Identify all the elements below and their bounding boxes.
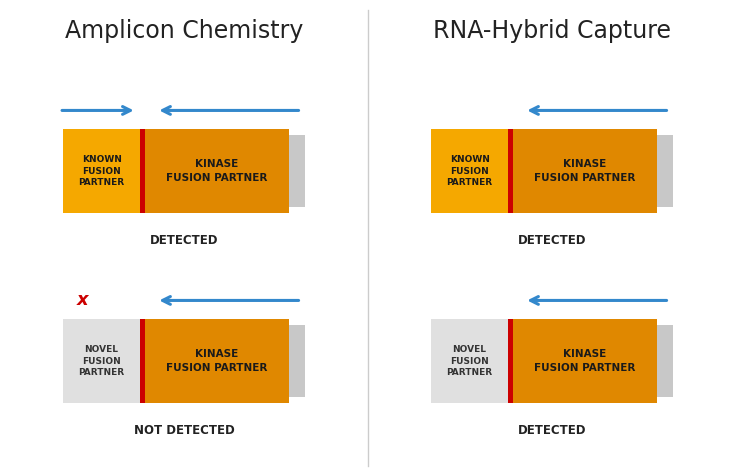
Bar xyxy=(514,129,657,213)
Bar xyxy=(146,129,289,213)
Bar xyxy=(431,129,508,213)
Bar xyxy=(63,319,140,403)
Text: DETECTED: DETECTED xyxy=(517,234,587,247)
Text: x: x xyxy=(77,292,88,309)
Bar xyxy=(140,129,146,213)
Text: KINASE
FUSION PARTNER: KINASE FUSION PARTNER xyxy=(166,350,268,372)
Bar xyxy=(289,135,305,207)
Bar xyxy=(146,319,289,403)
Text: Amplicon Chemistry: Amplicon Chemistry xyxy=(65,19,303,43)
Text: KINASE
FUSION PARTNER: KINASE FUSION PARTNER xyxy=(166,160,268,182)
Text: KINASE
FUSION PARTNER: KINASE FUSION PARTNER xyxy=(534,160,636,182)
Bar xyxy=(63,129,140,213)
Text: NOT DETECTED: NOT DETECTED xyxy=(134,424,234,437)
Text: DETECTED: DETECTED xyxy=(149,234,219,247)
Bar xyxy=(514,319,657,403)
Text: KINASE
FUSION PARTNER: KINASE FUSION PARTNER xyxy=(534,350,636,372)
Bar xyxy=(289,325,305,397)
Bar xyxy=(657,325,673,397)
Bar xyxy=(140,319,146,403)
Text: DETECTED: DETECTED xyxy=(517,424,587,437)
Text: KNOWN
FUSION
PARTNER: KNOWN FUSION PARTNER xyxy=(79,155,124,187)
Bar xyxy=(657,135,673,207)
Text: NOVEL
FUSION
PARTNER: NOVEL FUSION PARTNER xyxy=(447,345,492,377)
Bar xyxy=(431,319,508,403)
Text: NOVEL
FUSION
PARTNER: NOVEL FUSION PARTNER xyxy=(79,345,124,377)
Text: KNOWN
FUSION
PARTNER: KNOWN FUSION PARTNER xyxy=(447,155,492,187)
Bar xyxy=(508,319,514,403)
Text: RNA-Hybrid Capture: RNA-Hybrid Capture xyxy=(433,19,671,43)
Bar xyxy=(508,129,514,213)
